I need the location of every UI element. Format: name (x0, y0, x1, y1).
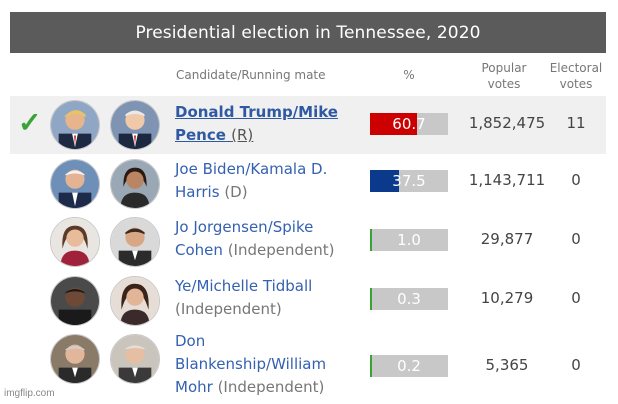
watermark: imgflip.com (4, 388, 55, 399)
candidate-names[interactable]: Ye/Michelle Tidball (Independent) (175, 275, 355, 321)
header-electoral-votes: Electoral votes (544, 60, 608, 92)
percent-value: 37.5 (392, 172, 426, 190)
electoral-votes: 0 (571, 289, 581, 307)
percent-bar: 1.0 (370, 229, 448, 251)
running-mate-photo (110, 334, 160, 384)
header-percent: % (403, 68, 415, 82)
candidate-photo (50, 217, 100, 267)
table-row: ✓ Donald Trump/Mike Pence (R) 60.7 1,852… (10, 96, 606, 154)
table-row: Joe Biden/Kamala D. Harris (D) 37.5 1,14… (10, 155, 606, 213)
candidate-name-line3[interactable]: Mohr (175, 378, 213, 396)
header-popular-line2: votes (487, 77, 521, 91)
percent-value: 60.7 (392, 115, 426, 133)
header-electoral-line2: votes (559, 77, 593, 91)
party-label: (R) (231, 126, 254, 144)
party-label: (Independent) (217, 378, 325, 396)
electoral-votes: 0 (571, 171, 581, 189)
candidate-name-line1[interactable]: Don (175, 332, 206, 350)
percent-bar: 0.2 (370, 355, 448, 377)
percent-bar: 37.5 (370, 170, 448, 192)
header-candidate: Candidate/Running mate (176, 68, 326, 82)
percent-value: 0.3 (397, 290, 421, 308)
percent-bar: 60.7 (370, 113, 448, 135)
popular-votes: 29,877 (480, 230, 534, 248)
percent-value: 1.0 (397, 231, 421, 249)
percent-bar: 0.3 (370, 288, 448, 310)
percent-bar-fill (370, 288, 372, 310)
electoral-votes: 0 (571, 230, 581, 248)
party-label: (D) (224, 183, 248, 201)
running-mate-photo (110, 100, 160, 150)
candidate-names[interactable]: Donald Trump/Mike Pence (R) (175, 101, 355, 147)
running-mate-photo (110, 217, 160, 267)
candidate-names[interactable]: Don Blankenship/William Mohr (Independen… (175, 330, 355, 399)
percent-value: 0.2 (397, 357, 421, 375)
popular-votes: 1,143,711 (468, 171, 546, 189)
candidate-photo (50, 100, 100, 150)
electoral-votes: 0 (571, 356, 581, 374)
popular-votes: 1,852,475 (468, 114, 546, 132)
running-mate-photo (110, 159, 160, 209)
percent-bar-fill (370, 229, 372, 251)
electoral-votes: 11 (566, 114, 586, 132)
party-label: (Independent) (227, 241, 335, 259)
percent-bar-fill (370, 113, 418, 135)
header-electoral-line1: Electoral (549, 61, 603, 75)
candidate-name-line2[interactable]: Blankenship/William (175, 355, 327, 373)
header-popular-votes: Popular votes (472, 60, 536, 92)
candidate-photo (50, 159, 100, 209)
candidate-photo (50, 276, 100, 326)
candidate-name-line1[interactable]: Joe Biden/Kamala D. (175, 160, 328, 178)
table-row: Don Blankenship/William Mohr (Independen… (10, 330, 606, 402)
winner-check-icon: ✓ (18, 107, 42, 138)
percent-bar-fill (370, 170, 400, 192)
table-row: Jo Jorgensen/Spike Cohen (Independent) 1… (10, 213, 606, 271)
candidate-name-line1[interactable]: Jo Jorgensen/Spike (175, 218, 314, 236)
candidate-names[interactable]: Jo Jorgensen/Spike Cohen (Independent) (175, 216, 355, 262)
running-mate-photo (110, 276, 160, 326)
header-popular-line1: Popular (481, 61, 527, 75)
table-row: Ye/Michelle Tidball (Independent) 0.3 10… (10, 272, 606, 330)
candidate-names[interactable]: Joe Biden/Kamala D. Harris (D) (175, 158, 355, 204)
popular-votes: 5,365 (485, 356, 529, 374)
candidate-name-line1[interactable]: Ye/Michelle Tidball (175, 277, 313, 295)
candidate-name-line2[interactable]: Harris (175, 183, 220, 201)
candidate-photo (50, 334, 100, 384)
page-title: Presidential election in Tennessee, 2020 (10, 12, 606, 53)
candidate-name-line2[interactable]: Pence (175, 126, 226, 144)
percent-bar-fill (370, 355, 372, 377)
party-label: (Independent) (175, 300, 282, 318)
candidate-name-line2[interactable]: Cohen (175, 241, 223, 259)
popular-votes: 10,279 (480, 289, 534, 307)
candidate-name-line1[interactable]: Donald Trump/Mike (175, 103, 338, 121)
